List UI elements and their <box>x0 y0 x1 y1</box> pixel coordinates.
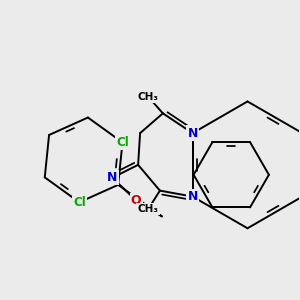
Text: N: N <box>188 190 198 203</box>
Text: Cl: Cl <box>73 196 86 209</box>
Text: N: N <box>188 127 198 140</box>
Text: CH₃: CH₃ <box>137 92 158 101</box>
Text: O: O <box>131 194 141 207</box>
Text: CH₃: CH₃ <box>137 204 158 214</box>
Text: Cl: Cl <box>116 136 129 149</box>
Text: N: N <box>107 171 118 184</box>
